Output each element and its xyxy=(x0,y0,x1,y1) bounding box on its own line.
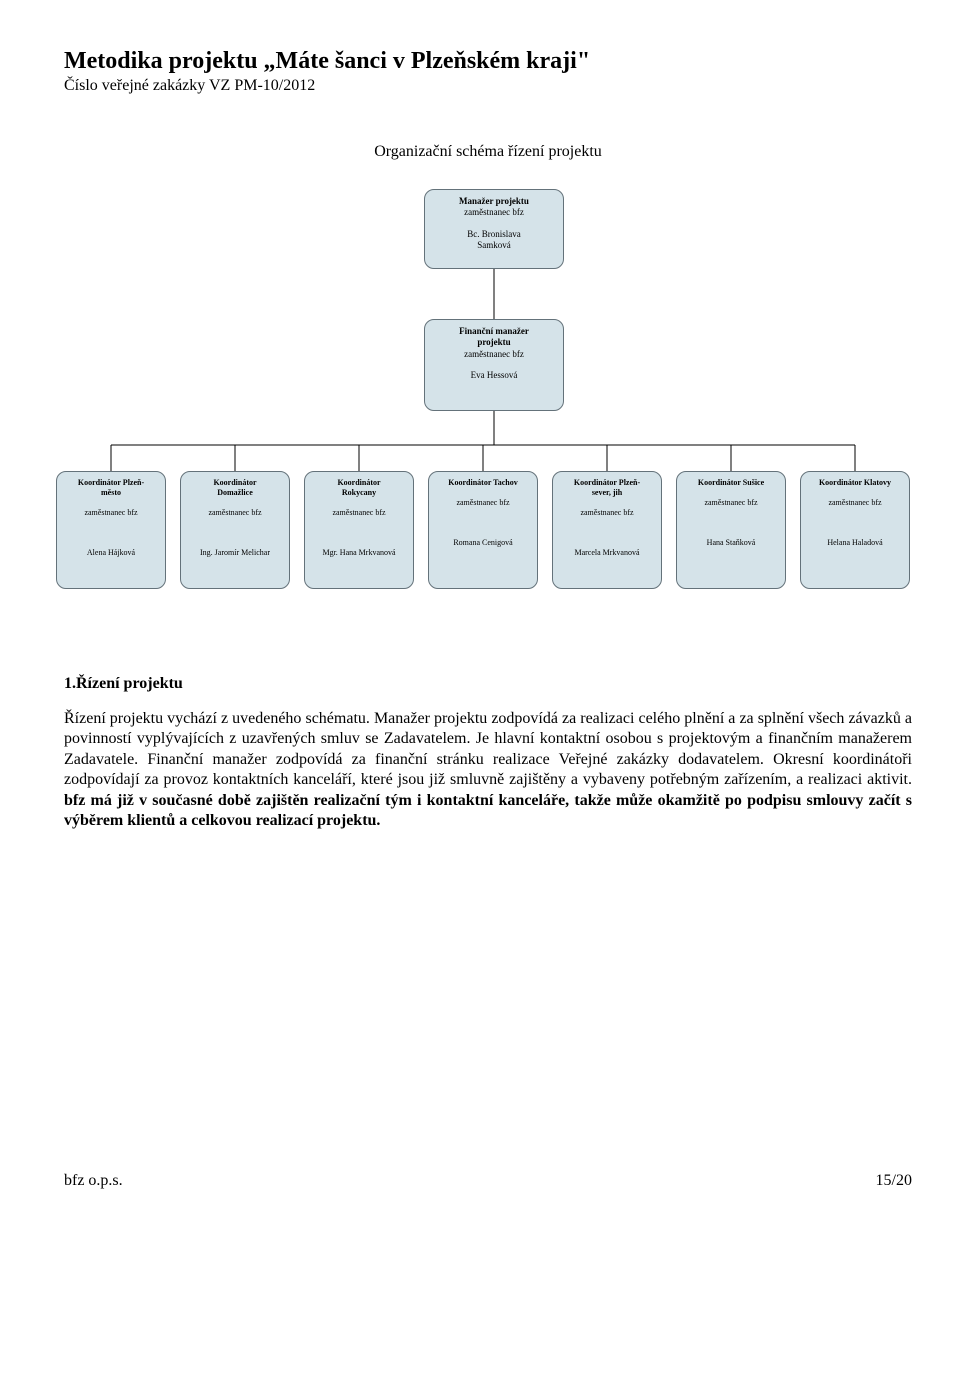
page-footer: bfz o.p.s. 15/20 xyxy=(64,1172,912,1190)
node-coordinator: Koordinátor Sušice zaměstnanec bfz Hana … xyxy=(676,471,786,589)
page-title: Metodika projektu „Máte šanci v Plzeňské… xyxy=(64,48,912,75)
node-coordinator: Koordinátor Tachov zaměstnanec bfz Roman… xyxy=(428,471,538,589)
section-paragraph: Řízení projektu vychází z uvedeného sché… xyxy=(64,709,912,832)
node-coordinator: Koordinátor Domažlice zaměstnanec bfz In… xyxy=(180,471,290,589)
node-coordinator: Koordinátor Plzeň- sever, jih zaměstnane… xyxy=(552,471,662,589)
paragraph-bold: bfz má již v současné době zajištěn real… xyxy=(64,792,912,829)
node-coordinator: Koordinátor Rokycany zaměstnanec bfz Mgr… xyxy=(304,471,414,589)
org-chart: Manažer projektu zaměstnanec bfz Bc. Bro… xyxy=(64,189,924,619)
node-name: Bc. Bronislava Samková xyxy=(431,229,557,252)
node-sub: zaměstnanec bfz xyxy=(464,207,524,217)
page-subtitle: Číslo veřejné zakázky VZ PM-10/2012 xyxy=(64,77,912,95)
footer-right: 15/20 xyxy=(876,1172,912,1190)
node-finance: Finanční manažer projektu zaměstnanec bf… xyxy=(424,319,564,411)
node-role: projektu xyxy=(477,337,510,347)
node-role: Finanční manažer xyxy=(459,326,529,336)
node-sub: zaměstnanec bfz xyxy=(464,349,524,359)
node-name: Eva Hessová xyxy=(431,370,557,381)
paragraph-text: Řízení projektu vychází z uvedeného sché… xyxy=(64,710,912,788)
orgchart-title: Organizační schéma řízení projektu xyxy=(64,143,912,161)
node-role: Manažer projektu xyxy=(459,196,529,206)
node-coordinator: Koordinátor Klatovy zaměstnanec bfz Hela… xyxy=(800,471,910,589)
node-coordinator: Koordinátor Plzeň- město zaměstnanec bfz… xyxy=(56,471,166,589)
section-heading: 1.Řízení projektu xyxy=(64,675,912,693)
node-manager: Manažer projektu zaměstnanec bfz Bc. Bro… xyxy=(424,189,564,269)
footer-left: bfz o.p.s. xyxy=(64,1172,123,1190)
